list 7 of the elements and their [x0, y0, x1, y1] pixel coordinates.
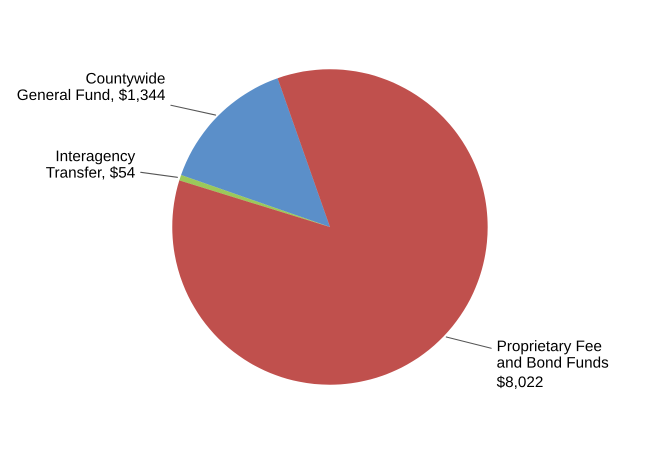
pie-slice: [172, 69, 488, 385]
slice-label: Proprietary Fee and Bond Funds: [497, 340, 608, 368]
slice-label: Countywide General Fund, $1,344: [18, 72, 165, 102]
data-label: $8,022: [496, 376, 543, 390]
pie-slice: [181, 78, 330, 227]
pie-slice: [179, 175, 330, 227]
slice-label: Interagency Transfer, $54: [46, 150, 136, 180]
